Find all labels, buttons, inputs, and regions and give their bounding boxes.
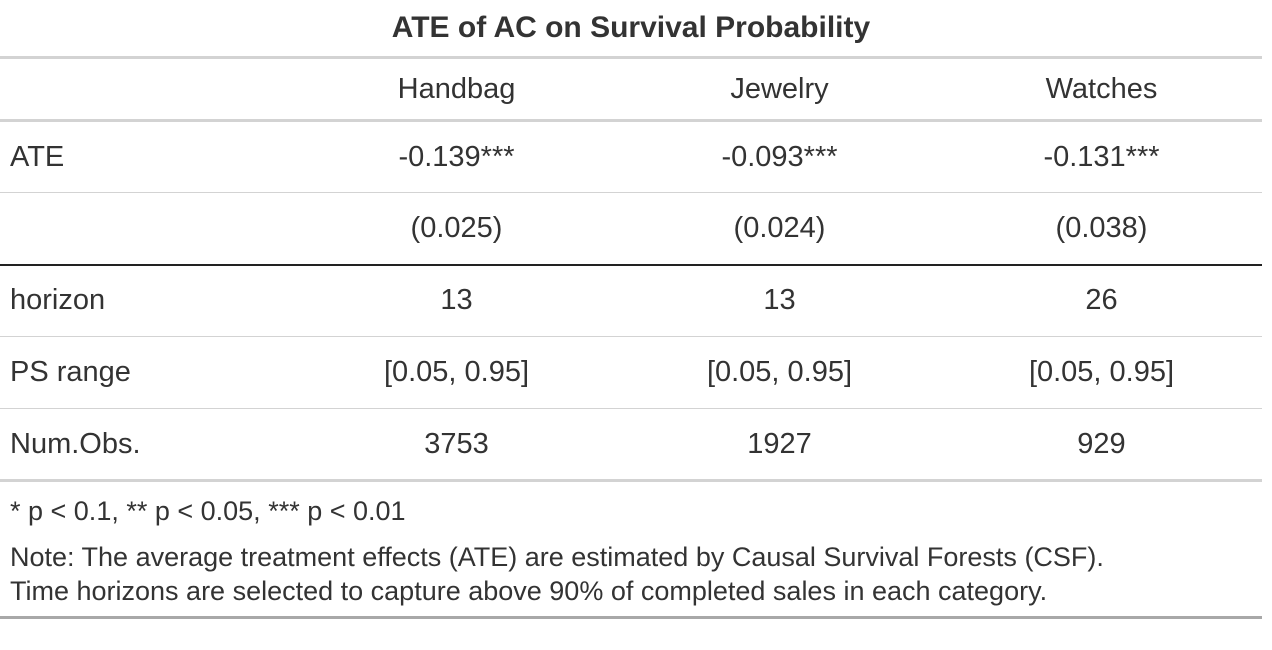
row-label [0, 192, 295, 266]
table-title: ATE of AC on Survival Probability [391, 11, 871, 44]
table-cell: 13 [618, 264, 941, 337]
header-cell-jewelry: Jewelry [618, 56, 941, 122]
header-row: Handbag Jewelry Watches [0, 56, 1262, 122]
bottom-rule [0, 616, 1262, 619]
table-cell: 13 [295, 264, 618, 337]
table-row: Num.Obs. 3753 1927 929 [0, 408, 1262, 482]
table-cell: (0.025) [295, 192, 618, 266]
table-cell: (0.038) [941, 192, 1262, 266]
note-line: Time horizons are selected to capture ab… [10, 576, 1048, 606]
significance-note: * p < 0.1, ** p < 0.05, *** p < 0.01 [10, 496, 406, 526]
table-cell: 1927 [618, 408, 941, 482]
table-row: ATE -0.139*** -0.093*** -0.131*** [0, 120, 1262, 193]
table-cell: (0.024) [618, 192, 941, 266]
regression-table: ATE of AC on Survival Probability Handba… [0, 11, 1262, 619]
table-cell: 26 [941, 264, 1262, 337]
row-label: Num.Obs. [0, 408, 295, 482]
header-cell-watches: Watches [941, 56, 1262, 122]
row-label: PS range [0, 336, 295, 409]
table-cell: -0.131*** [941, 120, 1262, 193]
table-note: Note: The average treatment effects (ATE… [0, 540, 1262, 616]
table-cell: [0.05, 0.95] [295, 336, 618, 409]
table-row: (0.025) (0.024) (0.038) [0, 192, 1262, 266]
header-cell-empty [0, 56, 295, 122]
table-cell: [0.05, 0.95] [941, 336, 1262, 409]
table-cell: -0.139*** [295, 120, 618, 193]
results-table: Handbag Jewelry Watches ATE -0.139*** -0… [0, 56, 1262, 482]
table-cell: [0.05, 0.95] [618, 336, 941, 409]
row-label: horizon [0, 264, 295, 337]
table-row: horizon 13 13 26 [0, 264, 1262, 337]
table-row: PS range [0.05, 0.95] [0.05, 0.95] [0.05… [0, 336, 1262, 409]
header-cell-handbag: Handbag [295, 56, 618, 122]
table-cell: 929 [941, 408, 1262, 482]
note-line: Note: The average treatment effects (ATE… [10, 542, 1104, 572]
table-cell: 3753 [295, 408, 618, 482]
table-cell: -0.093*** [618, 120, 941, 193]
row-label: ATE [0, 120, 295, 193]
